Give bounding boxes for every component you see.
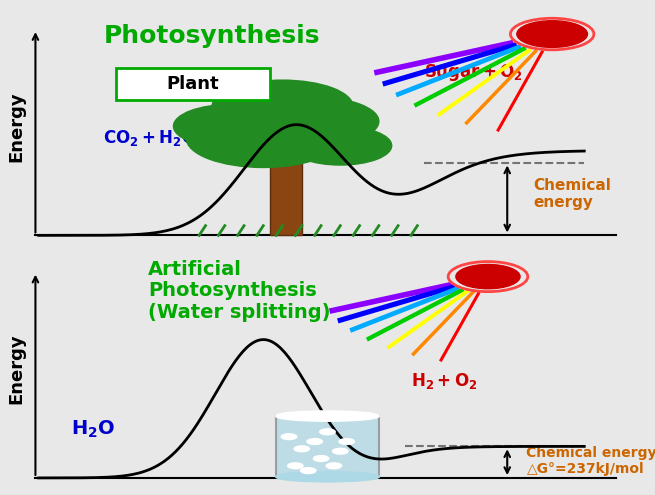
FancyBboxPatch shape <box>276 416 379 477</box>
Text: Chemical energy
△G°=237kJ/mol: Chemical energy △G°=237kJ/mol <box>527 446 655 476</box>
Circle shape <box>288 463 303 469</box>
Circle shape <box>326 463 342 469</box>
Circle shape <box>333 448 348 454</box>
Ellipse shape <box>276 472 379 482</box>
Circle shape <box>339 439 354 445</box>
Ellipse shape <box>276 411 379 421</box>
Circle shape <box>281 434 297 440</box>
FancyBboxPatch shape <box>116 68 270 99</box>
Text: $\mathbf{Sugar + O_2}$: $\mathbf{Sugar + O_2}$ <box>424 62 523 83</box>
Circle shape <box>313 455 329 461</box>
Text: Photosynthesis: Photosynthesis <box>103 24 320 49</box>
Circle shape <box>294 446 310 452</box>
Circle shape <box>212 80 353 134</box>
Text: Chemical
energy: Chemical energy <box>533 178 610 210</box>
Text: Energy: Energy <box>7 334 25 404</box>
Circle shape <box>174 104 289 148</box>
Text: $\mathbf{H_2O}$: $\mathbf{H_2O}$ <box>71 419 115 440</box>
Circle shape <box>186 109 341 167</box>
Circle shape <box>456 264 520 289</box>
Text: Plant: Plant <box>166 75 219 93</box>
Text: Energy: Energy <box>7 91 25 161</box>
Text: (Water splitting): (Water splitting) <box>148 303 330 322</box>
Circle shape <box>301 468 316 474</box>
Text: Artificial: Artificial <box>148 259 242 279</box>
Circle shape <box>517 21 588 48</box>
Circle shape <box>307 439 322 445</box>
Circle shape <box>250 97 379 146</box>
Text: Photosynthesis: Photosynthesis <box>148 282 316 300</box>
Text: $\mathbf{CO_2 + H_2O}$: $\mathbf{CO_2 + H_2O}$ <box>103 128 196 148</box>
Circle shape <box>289 126 392 165</box>
Text: $\mathbf{H_2 + O_2}$: $\mathbf{H_2 + O_2}$ <box>411 371 477 391</box>
FancyBboxPatch shape <box>270 162 302 236</box>
Circle shape <box>320 429 335 435</box>
